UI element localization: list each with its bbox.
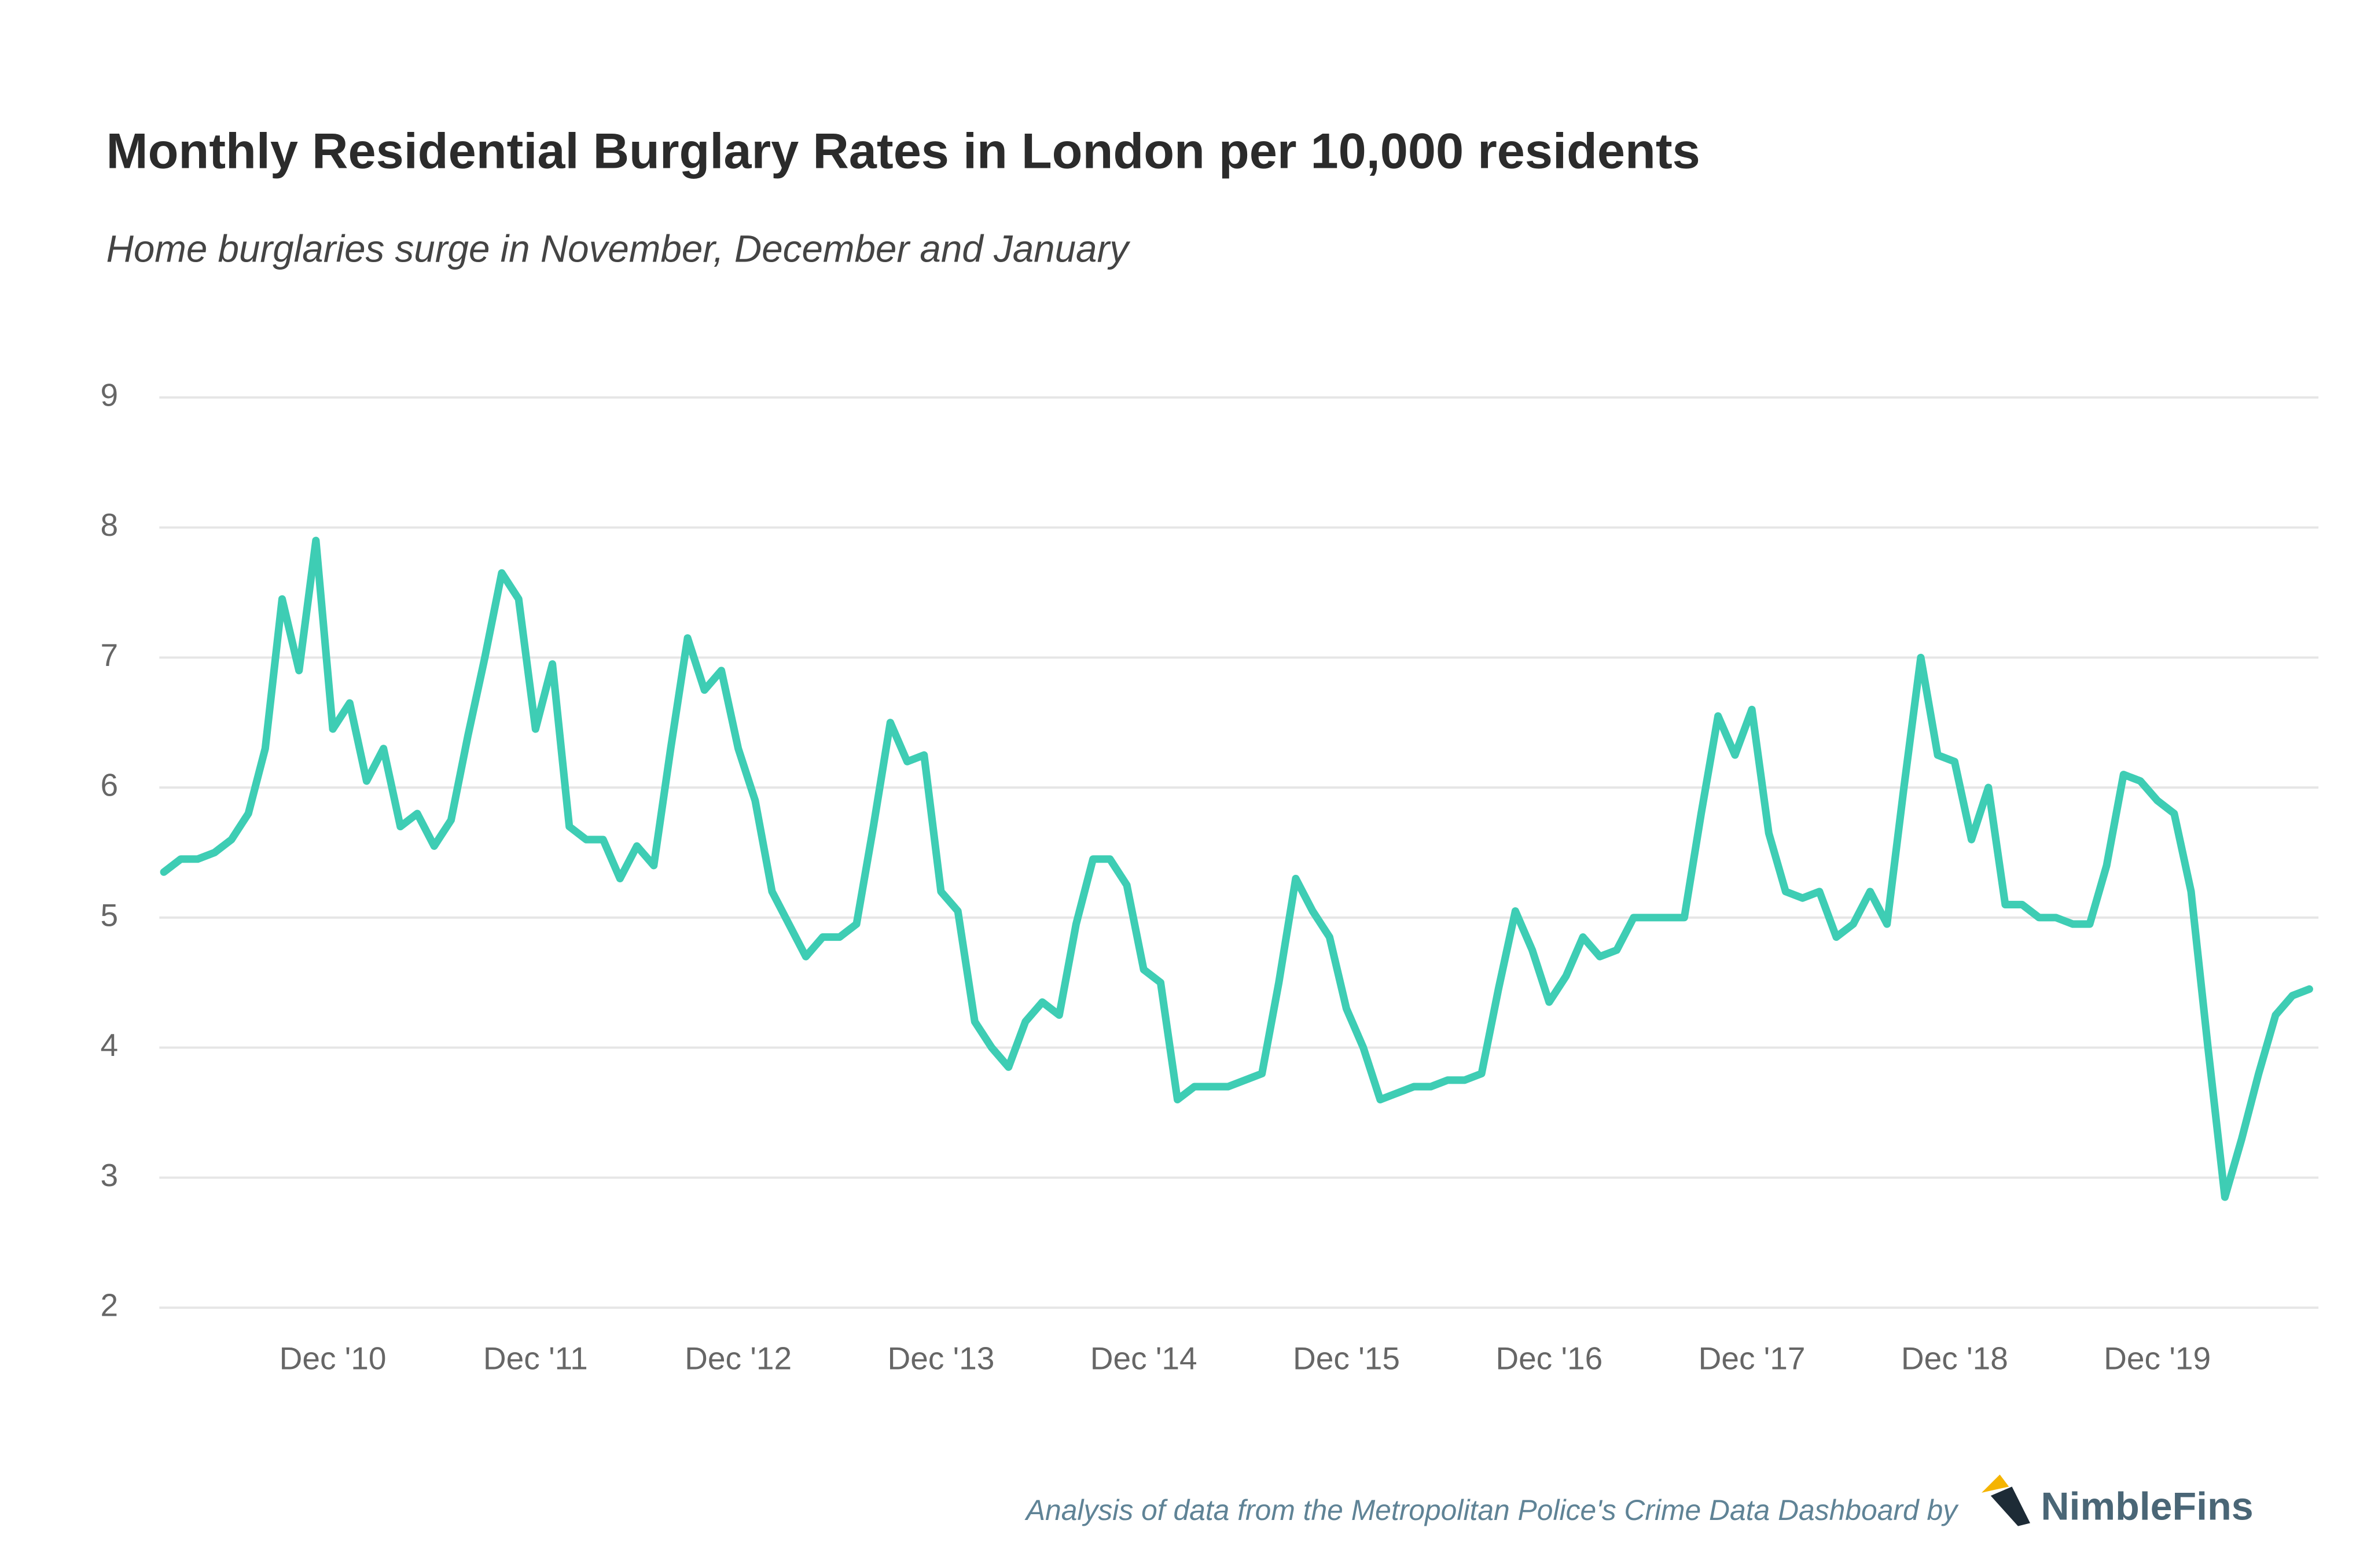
logo-fin bbox=[1982, 1474, 2009, 1493]
y-tick-label: 2 bbox=[100, 1287, 118, 1323]
source-note: Analysis of data from the Metropolitan P… bbox=[1024, 1494, 1959, 1526]
y-tick-label: 9 bbox=[100, 377, 118, 413]
logo-body bbox=[1990, 1486, 2030, 1526]
y-tick-label: 4 bbox=[100, 1027, 118, 1063]
data-line bbox=[160, 536, 2313, 1201]
x-tick-label: Dec '11 bbox=[483, 1340, 588, 1376]
x-tick-label: Dec '12 bbox=[685, 1340, 792, 1376]
y-tick-label: 6 bbox=[100, 767, 118, 803]
x-tick-label: Dec '10 bbox=[280, 1340, 387, 1376]
x-tick-label: Dec '15 bbox=[1293, 1340, 1400, 1376]
brand-logo bbox=[1982, 1474, 2030, 1526]
y-tick-label: 5 bbox=[100, 897, 118, 933]
y-tick-label: 3 bbox=[100, 1157, 118, 1193]
x-tick-label: Dec '18 bbox=[1901, 1340, 2008, 1376]
x-tick-label: Dec '16 bbox=[1495, 1340, 1602, 1376]
chart-title: Monthly Residential Burglary Rates in Lo… bbox=[106, 123, 1700, 179]
brand-name: NimbleFins bbox=[2041, 1485, 2253, 1529]
x-tick-label: Dec '19 bbox=[2104, 1340, 2211, 1376]
x-tick-label: Dec '17 bbox=[1699, 1340, 1806, 1376]
chart-subtitle: Home burglaries surge in November, Decem… bbox=[106, 228, 1131, 270]
x-tick-label: Dec '14 bbox=[1090, 1340, 1197, 1376]
y-tick-label: 7 bbox=[100, 637, 118, 673]
y-tick-label: 8 bbox=[100, 507, 118, 543]
x-tick-label: Dec '13 bbox=[887, 1340, 994, 1376]
